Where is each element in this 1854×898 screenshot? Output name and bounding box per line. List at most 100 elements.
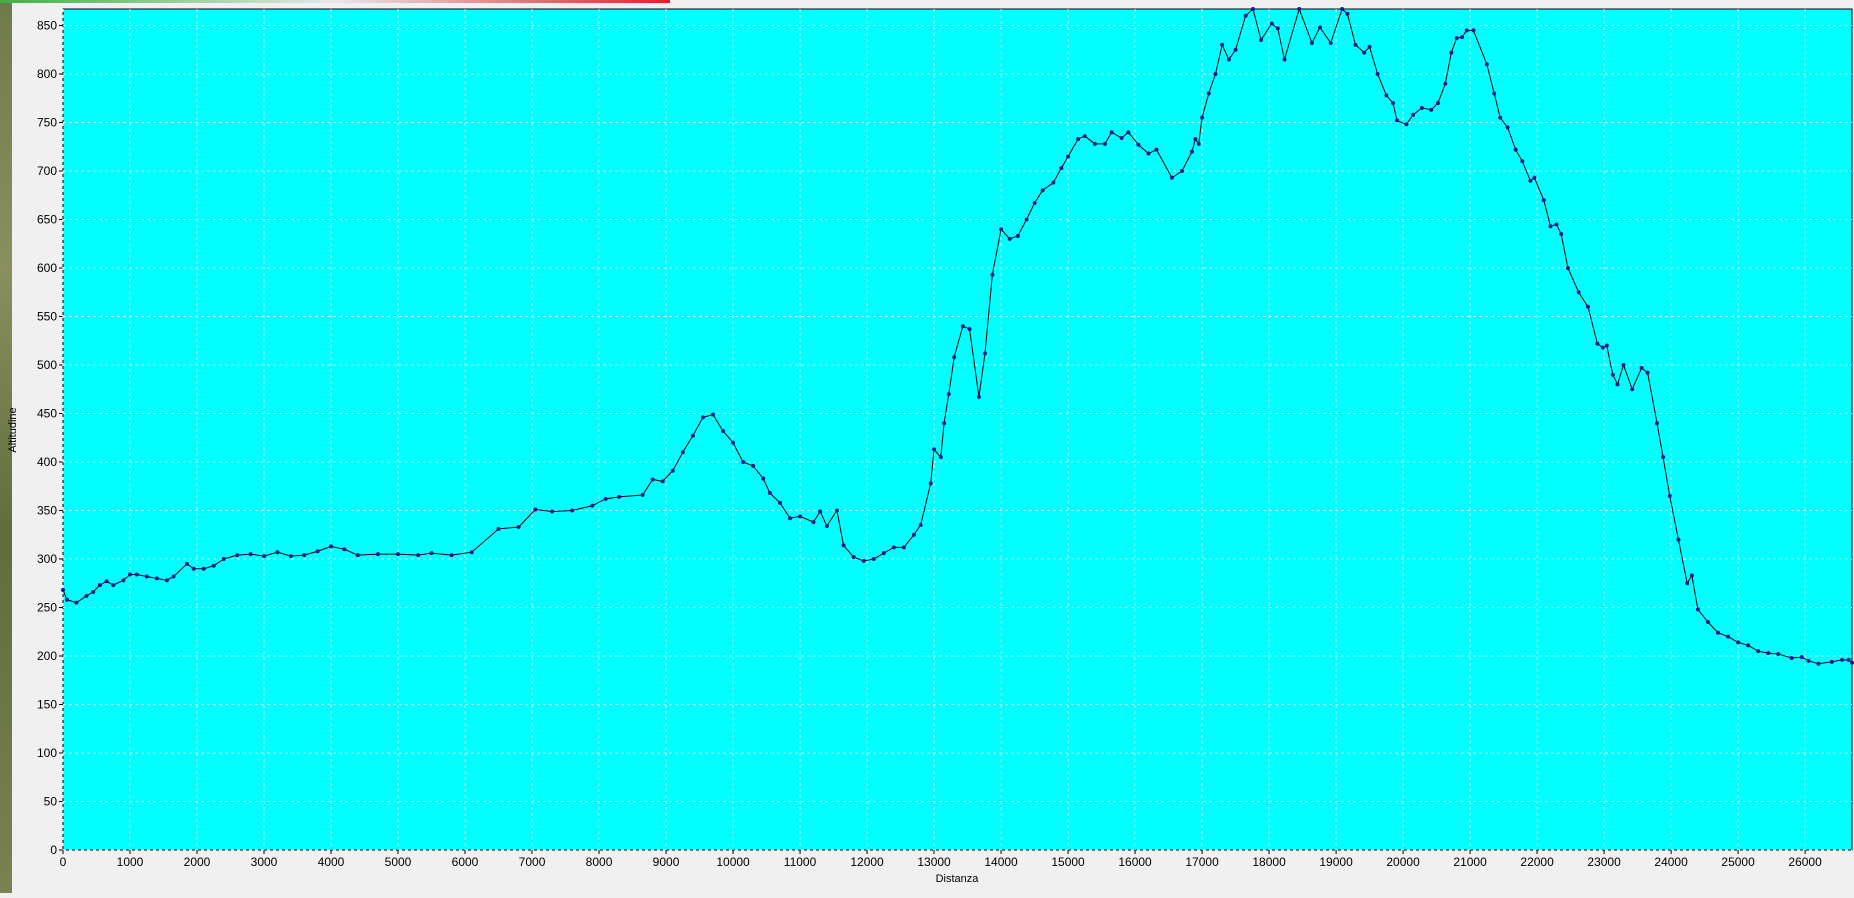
point — [882, 551, 886, 555]
point — [1586, 305, 1590, 309]
point — [731, 441, 735, 445]
point — [1059, 166, 1063, 170]
point — [550, 509, 554, 513]
point — [249, 552, 253, 556]
point — [1008, 237, 1012, 241]
point — [61, 588, 65, 592]
point — [1420, 106, 1424, 110]
point — [1485, 62, 1489, 66]
point — [1696, 607, 1700, 611]
point — [1051, 181, 1055, 185]
point — [1251, 7, 1255, 11]
point — [376, 552, 380, 556]
point — [1528, 179, 1532, 183]
point — [1213, 72, 1217, 76]
point — [990, 273, 994, 277]
x-tick-label: 1000 — [117, 855, 144, 869]
point — [1443, 82, 1447, 86]
chart: Altitudine Distanza 05010015020025030035… — [0, 0, 1854, 893]
point — [356, 553, 360, 557]
x-tick-label: 26000 — [1788, 855, 1822, 869]
point — [1391, 101, 1395, 105]
point — [1506, 125, 1510, 129]
x-tick-label: 16000 — [1118, 855, 1152, 869]
point — [135, 573, 139, 577]
point — [1690, 573, 1694, 577]
x-tick-label: 25000 — [1721, 855, 1755, 869]
point — [961, 324, 965, 328]
point — [1668, 494, 1672, 498]
y-tick-label: 200 — [37, 649, 57, 663]
point — [1197, 142, 1201, 146]
y-tick-label: 750 — [37, 115, 57, 129]
point — [1234, 48, 1238, 52]
point — [1376, 72, 1380, 76]
point — [1532, 176, 1536, 180]
point — [798, 514, 802, 518]
point — [1126, 130, 1130, 134]
y-tick-label: 0 — [50, 843, 57, 857]
point — [1630, 387, 1634, 391]
point — [1411, 113, 1415, 117]
point — [192, 567, 196, 571]
point — [1207, 91, 1211, 95]
point — [1329, 41, 1333, 45]
point — [751, 464, 755, 468]
point — [128, 573, 132, 577]
point — [617, 495, 621, 499]
y-tick-label: 550 — [37, 309, 57, 323]
point — [165, 578, 169, 582]
point — [289, 554, 293, 558]
x-tick-label: 17000 — [1185, 855, 1219, 869]
x-axis-title: Distanza — [936, 873, 980, 885]
point — [212, 564, 216, 568]
point — [604, 497, 608, 501]
point — [872, 557, 876, 561]
point — [999, 227, 1003, 231]
point — [778, 501, 782, 505]
point — [1354, 43, 1358, 47]
point — [1066, 154, 1070, 158]
point — [342, 547, 346, 551]
point — [1566, 266, 1570, 270]
point — [818, 509, 822, 513]
x-tick-label: 24000 — [1654, 855, 1688, 869]
x-tick-label: 21000 — [1453, 855, 1487, 869]
point — [84, 594, 88, 598]
x-tick-label: 9000 — [653, 855, 680, 869]
point — [835, 508, 839, 512]
point — [1577, 290, 1581, 294]
point — [1033, 201, 1037, 205]
point — [91, 590, 95, 594]
point — [1726, 635, 1730, 639]
point — [172, 574, 176, 578]
point — [1465, 28, 1469, 32]
point — [947, 392, 951, 396]
point — [952, 355, 956, 359]
point — [1706, 620, 1710, 624]
y-tick-label: 800 — [37, 67, 57, 81]
point — [1548, 224, 1552, 228]
point — [661, 479, 665, 483]
point — [1676, 538, 1680, 542]
point — [1646, 371, 1650, 375]
point — [1640, 366, 1644, 370]
point — [1605, 344, 1609, 348]
point — [497, 527, 501, 531]
point — [1318, 25, 1322, 29]
point — [1146, 152, 1150, 156]
point — [1429, 108, 1433, 112]
point — [1559, 232, 1563, 236]
point — [533, 508, 537, 512]
point — [1368, 45, 1372, 49]
point — [1622, 363, 1626, 367]
point — [711, 412, 715, 416]
point — [651, 477, 655, 481]
point — [761, 476, 765, 480]
point — [262, 554, 266, 558]
x-tick-label: 7000 — [519, 855, 546, 869]
point — [1436, 101, 1440, 105]
point — [983, 351, 987, 355]
point — [1542, 198, 1546, 202]
point — [105, 579, 109, 583]
